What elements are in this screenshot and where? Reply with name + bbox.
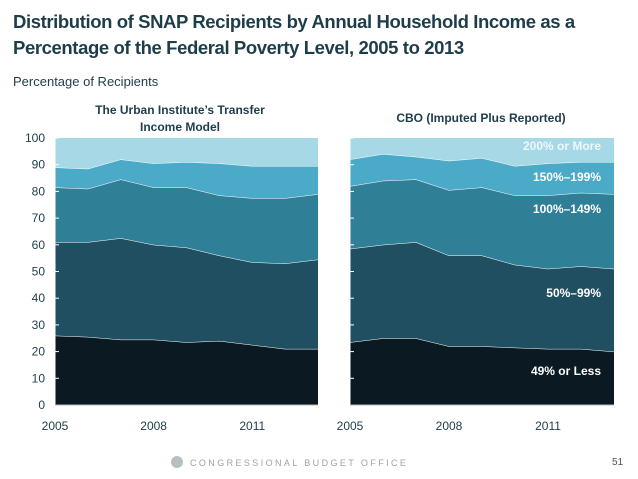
x-tick-label: 2008 (140, 419, 167, 433)
y-tick-label: 10 (32, 371, 46, 385)
x-tick-label: 2008 (436, 419, 463, 433)
series-label-2: 50%–99% (546, 286, 601, 300)
y-tick-label: 0 (38, 398, 45, 412)
panel-title-urban: The Urban Institute’s Transfer Income Mo… (95, 103, 265, 134)
series-label-5: 200% or More (523, 139, 601, 153)
y-tick-label: 20 (32, 345, 46, 359)
area-band-1-2 (55, 238, 318, 349)
y-tick-label: 70 (32, 211, 46, 225)
y-tick-label: 80 (32, 184, 46, 198)
series-label-3: 100%–149% (533, 202, 601, 216)
area-band-2-2 (350, 242, 614, 352)
area-band-2-1 (350, 338, 614, 405)
chart-subtitle: Percentage of Recipients (13, 74, 159, 89)
area-band-2-4 (350, 154, 614, 196)
page-number: 51 (612, 457, 624, 468)
area-band-2-5 (350, 138, 614, 166)
area-band-1-3 (55, 179, 318, 264)
page-title: Distribution of SNAP Recipients by Annua… (13, 11, 575, 58)
x-tick-label: 2005 (337, 419, 364, 433)
x-tick-label: 2011 (239, 419, 265, 433)
area-band-2-3 (350, 179, 614, 269)
x-tick-label: 2005 (42, 419, 69, 433)
area-band-1-1 (55, 335, 318, 405)
y-tick-label: 30 (32, 318, 46, 332)
y-tick-label: 40 (32, 291, 46, 305)
series-label-1: 49% or Less (531, 364, 601, 378)
cbo-logo-icon (171, 456, 183, 468)
footer-text: CONGRESSIONAL BUDGET OFFICE (190, 458, 409, 468)
y-tick-label: 100 (25, 131, 45, 145)
area-band-1-4 (55, 159, 318, 199)
area-band-1-5 (55, 138, 318, 169)
y-tick-label: 90 (32, 158, 46, 172)
y-tick-label: 50 (32, 265, 46, 279)
y-tick-label: 60 (32, 238, 46, 252)
series-label-4: 150%–199% (533, 170, 601, 184)
x-tick-label: 2011 (535, 419, 561, 433)
panel-title-cbo: CBO (Imputed Plus Reported) (396, 111, 566, 125)
